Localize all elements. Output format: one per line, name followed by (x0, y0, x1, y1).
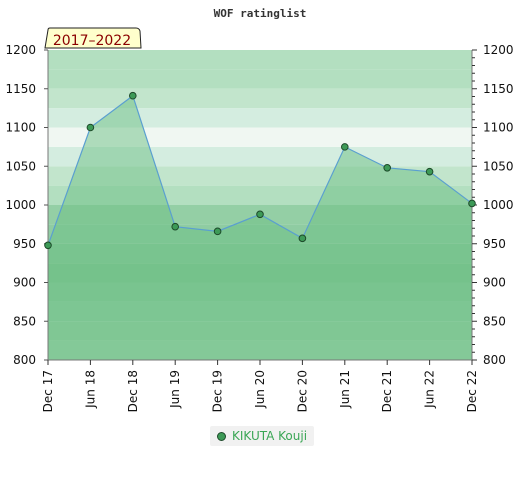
x-tick-label: Dec 17 (41, 370, 55, 412)
grid-band (48, 127, 472, 147)
y-tick-label-right: 1200 (483, 43, 514, 57)
y-tick-label-right: 1050 (483, 159, 514, 173)
data-points (44, 91, 476, 250)
left-axis: 800 850 900 950 1000 1050 1100 1150 1200 (5, 43, 49, 367)
grid-band (48, 108, 472, 128)
data-point[interactable] (341, 143, 349, 151)
y-tick-label-right: 900 (483, 276, 506, 290)
y-tick-label-right: 950 (483, 237, 506, 251)
y-tick-label-left: 1100 (5, 121, 36, 135)
y-tick-label-left: 900 (13, 276, 36, 290)
x-tick-label: Dec 19 (211, 370, 225, 412)
x-tick-label: Jun 21 (338, 370, 352, 409)
data-point[interactable] (86, 123, 95, 132)
grid-band (48, 50, 472, 70)
y-tick-label-right: 800 (483, 353, 506, 367)
legend-series-label: KIKUTA Kouji (232, 429, 308, 443)
data-point[interactable] (256, 210, 264, 219)
y-tick-label-right: 850 (483, 314, 506, 328)
y-tick-label-left: 800 (13, 353, 36, 367)
y-tick-label-left: 950 (13, 237, 36, 251)
x-tick-label: Jun 20 (253, 370, 267, 409)
data-point[interactable] (129, 91, 137, 100)
y-tick-label-left: 1200 (5, 43, 36, 57)
chart-title: WOF ratinglist (214, 7, 307, 20)
data-point[interactable] (298, 234, 307, 243)
data-point[interactable] (44, 241, 52, 250)
x-tick-label: Jun 22 (423, 370, 437, 409)
year-range-label: 2017–2022 (53, 33, 131, 49)
data-point[interactable] (468, 199, 476, 208)
y-tick-label-right: 1150 (483, 82, 514, 96)
grid-band (48, 69, 472, 89)
data-point[interactable] (171, 222, 179, 231)
data-point[interactable] (213, 227, 222, 236)
x-tick-label: Dec 18 (126, 370, 140, 412)
year-range-badge: 2017–2022 (44, 27, 142, 49)
y-tick-label-left: 1150 (5, 82, 36, 96)
legend-marker-icon (217, 431, 226, 441)
legend[interactable]: KIKUTA Kouji (210, 426, 315, 446)
data-point[interactable] (425, 167, 434, 176)
y-tick-label-right: 1000 (483, 198, 514, 212)
x-tick-label: Jun 19 (168, 370, 182, 409)
x-tick-label: Jun 18 (83, 370, 97, 409)
data-point[interactable] (383, 164, 392, 172)
right-axis: 800 850 900 950 1000 1050 1100 1150 1200 (471, 43, 514, 367)
y-tick-label-left: 1050 (5, 159, 36, 173)
grid-band (48, 88, 472, 109)
y-tick-label-left: 850 (13, 314, 36, 328)
x-tick-label: Dec 22 (465, 370, 479, 412)
bottom-axis: Dec 17 Jun 18 Dec 18 Jun 19 Dec 19 Jun 20 Dec … (41, 359, 479, 412)
x-tick-label: Dec 21 (380, 370, 394, 412)
y-tick-label-left: 1000 (5, 198, 36, 212)
y-tick-label-right: 1100 (483, 121, 514, 135)
x-tick-label: Dec 20 (295, 370, 309, 412)
